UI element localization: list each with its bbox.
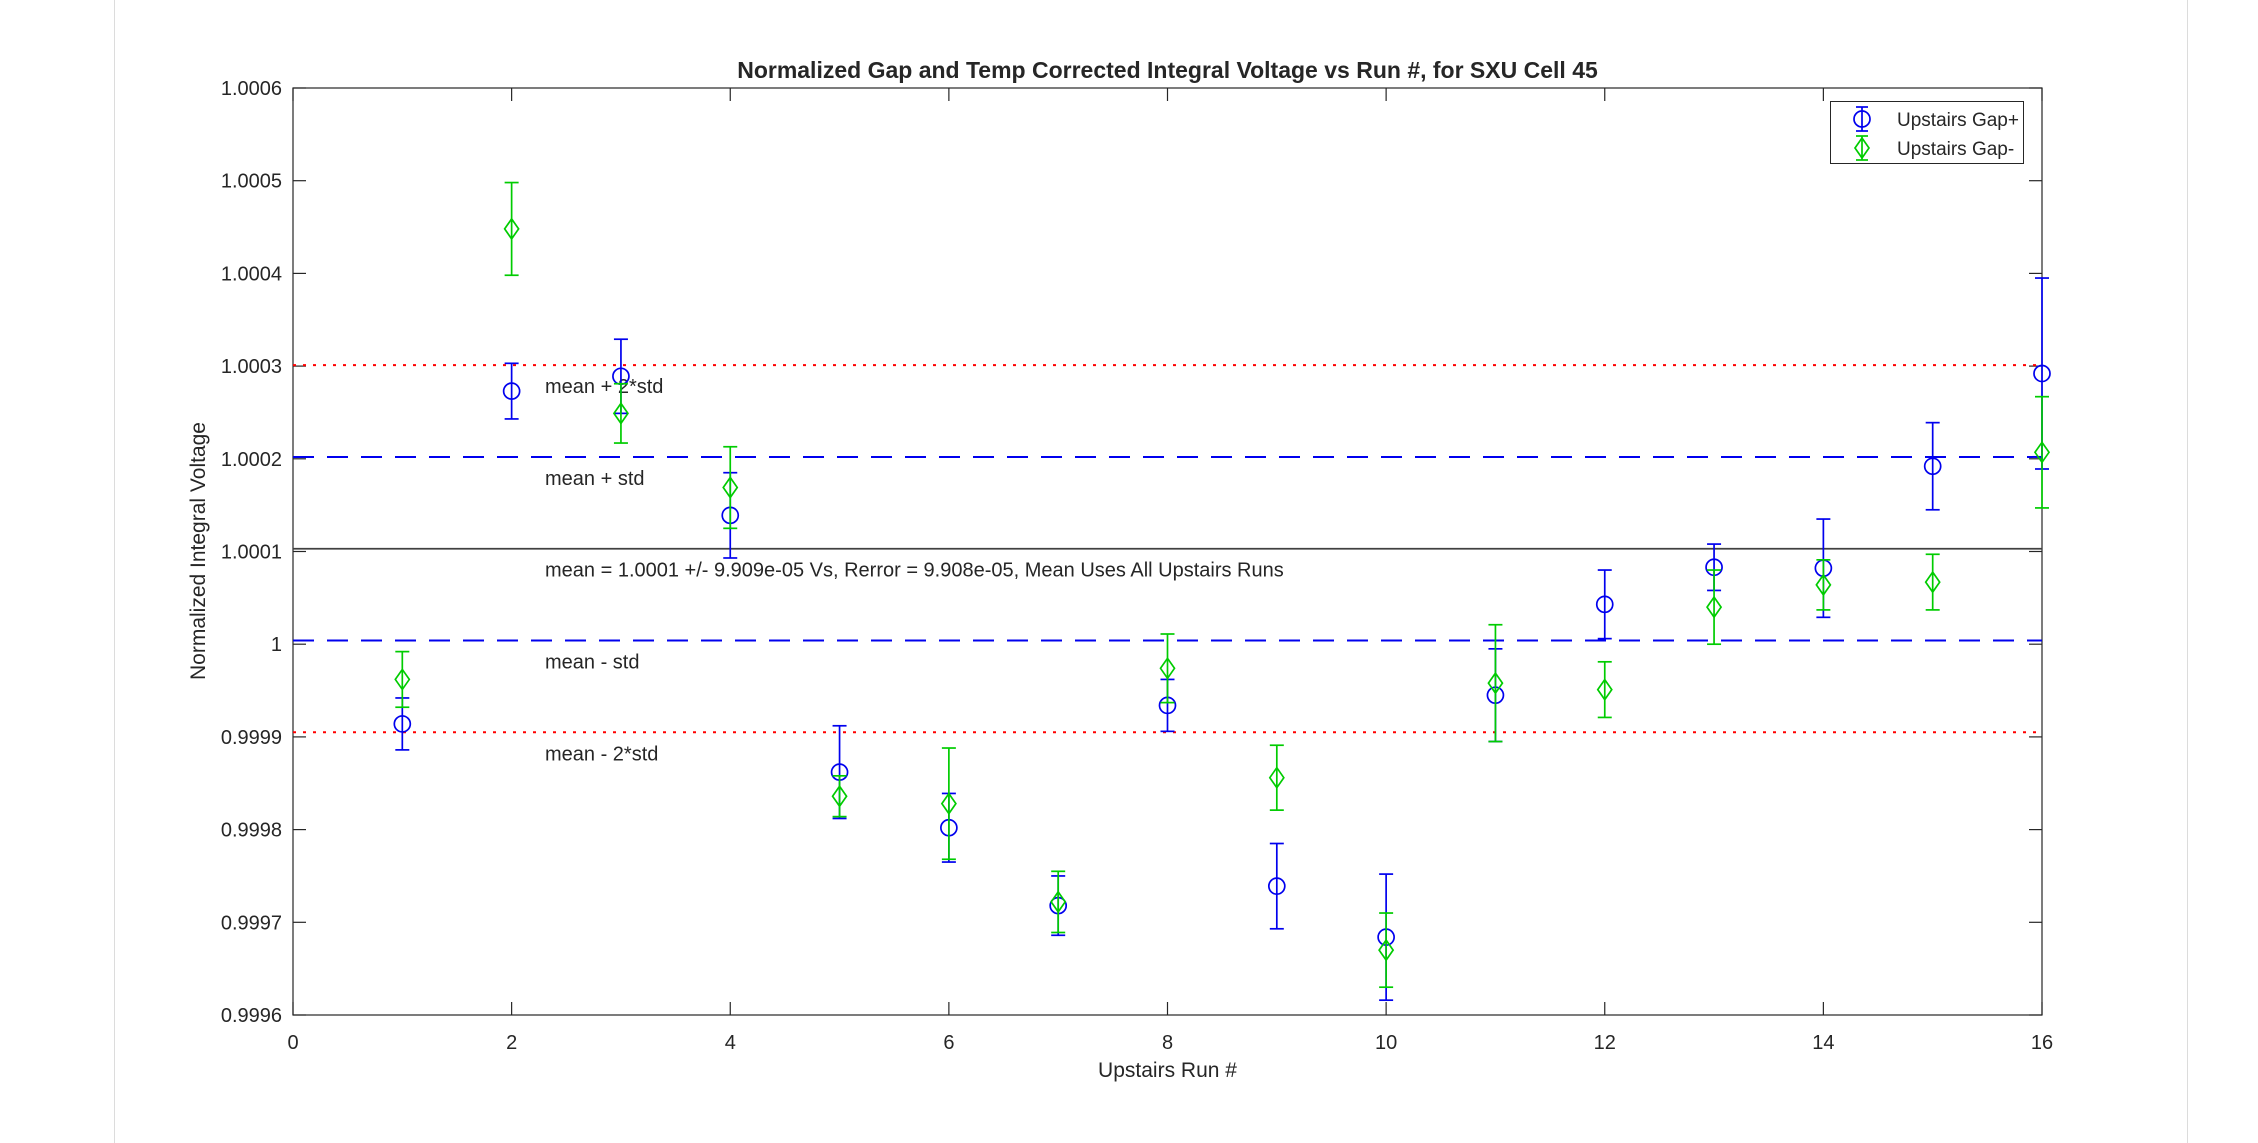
diamond-marker <box>612 401 629 425</box>
y-tick-label: 0.9998 <box>221 820 282 842</box>
x-axis: 0 2 4 6 8 10 12 14 16 <box>287 88 2053 1054</box>
ref-line-annotation: mean - std <box>545 651 639 673</box>
chart-title: Normalized Gap and Temp Corrected Integr… <box>737 57 1598 83</box>
diamond-marker <box>940 792 957 816</box>
diamond-marker <box>1924 570 1941 594</box>
y-tick-label: 1.0001 <box>221 542 282 564</box>
y-tick-label: 1.0006 <box>221 78 282 100</box>
x-tick-label: 4 <box>725 1032 736 1054</box>
ref-line-annotation: mean - 2*std <box>545 743 658 765</box>
y-tick-label: 0.9999 <box>221 727 282 749</box>
circle-marker <box>1923 457 1942 476</box>
plot-box <box>292 87 2043 1016</box>
diamond-marker <box>1853 136 1871 160</box>
diamond-marker <box>1596 678 1613 702</box>
y-tick-label: 1.0003 <box>221 356 282 378</box>
y-tick-label: 0.9997 <box>221 912 282 934</box>
legend-label: Upstairs Gap+ <box>1897 110 2019 131</box>
y-tick-label: 1 <box>271 634 282 656</box>
circle-marker <box>1267 877 1286 895</box>
axes-frame <box>292 87 2043 1016</box>
y-tick-label: 1.0005 <box>221 171 282 193</box>
legend-label: Upstairs Gap- <box>1897 139 2014 160</box>
ref-line-annotation: mean + std <box>545 468 645 490</box>
y-tick-label: 0.9996 <box>221 1005 282 1027</box>
ref-line-annotation: mean + 2*std <box>545 376 663 398</box>
x-tick-label: 16 <box>2031 1032 2053 1054</box>
x-axis-label: Upstairs Run # <box>1098 1059 1237 1082</box>
y-tick-label: 1.0002 <box>221 449 282 471</box>
ref-line-annotation: mean = 1.0001 +/- 9.909e-05 Vs, Rerror =… <box>545 560 1284 582</box>
y-axis-label: Normalized Integral Voltage <box>187 422 210 680</box>
reference-lines: mean + 2*std mean + std mean = 1.0001 +/- … <box>293 364 2042 765</box>
diamond-marker <box>2033 440 2051 464</box>
y-tick-label: 1.0004 <box>221 263 282 285</box>
series-upstairs-gap-minus <box>394 181 2051 989</box>
diamond-marker <box>503 217 520 241</box>
circle-marker <box>502 382 521 400</box>
diamond-marker <box>1378 938 1395 962</box>
circle-marker <box>1595 595 1614 614</box>
x-tick-label: 0 <box>287 1032 298 1054</box>
diamond-marker <box>1050 890 1067 914</box>
x-tick-label: 2 <box>506 1032 517 1054</box>
y-axis: 0.9996 0.9997 0.9998 0.9999 1 1.0001 1.0002 1.0… <box>221 78 2042 1027</box>
x-tick-label: 12 <box>1594 1032 1616 1054</box>
x-tick-label: 8 <box>1162 1032 1173 1054</box>
diamond-marker <box>1268 766 1285 790</box>
diamond-marker <box>1159 656 1176 680</box>
diamond-marker <box>722 476 739 500</box>
x-tick-label: 14 <box>1812 1032 1834 1054</box>
circle-marker <box>2033 364 2051 383</box>
diamond-marker <box>1815 573 1832 597</box>
diamond-marker <box>1487 671 1504 695</box>
x-tick-label: 10 <box>1375 1032 1397 1054</box>
diamond-marker <box>1706 595 1723 619</box>
x-tick-label: 6 <box>943 1032 954 1054</box>
diamond-marker <box>831 784 848 808</box>
figure-edges <box>114 0 2188 1143</box>
diamond-marker <box>394 667 411 691</box>
circle-marker <box>393 715 412 733</box>
legend: Upstairs Gap+ Upstairs Gap- <box>1830 101 2024 164</box>
circle-marker <box>1853 110 1871 128</box>
axis-labels: Normalized Gap and Temp Corrected Integr… <box>187 57 1598 1082</box>
